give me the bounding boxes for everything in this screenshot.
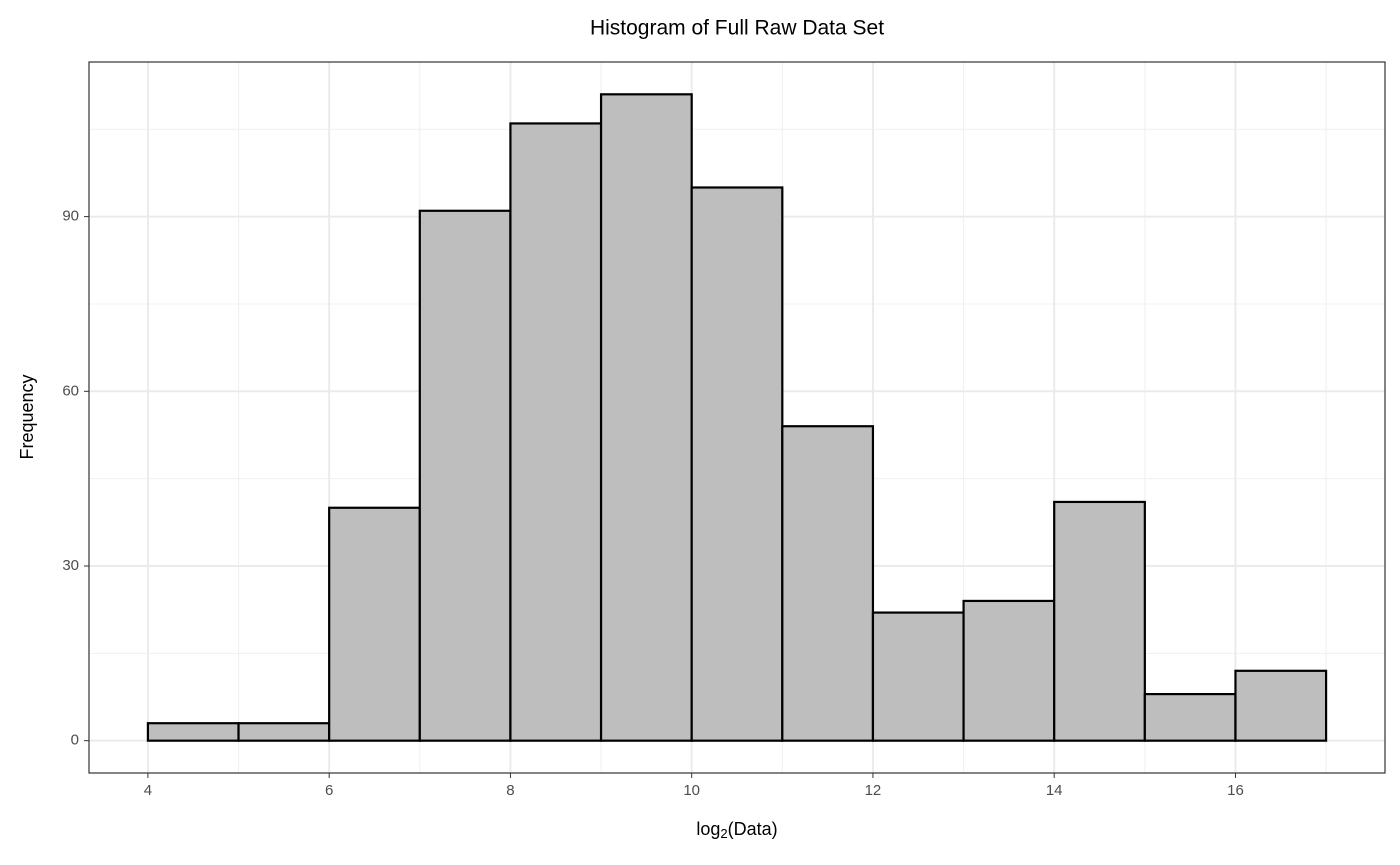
x-tick-label: 10 — [683, 782, 700, 799]
y-tick-label: 90 — [62, 208, 79, 225]
bar — [509, 122, 603, 742]
bar — [1053, 500, 1146, 742]
x-tick-label: 4 — [144, 782, 152, 799]
bar — [1234, 669, 1328, 742]
x-tick-label: 14 — [1046, 782, 1063, 799]
bar — [599, 93, 693, 742]
x-tick-label: 8 — [506, 782, 514, 799]
x-tick-label: 16 — [1227, 782, 1244, 799]
bar — [328, 506, 421, 742]
x-label-subscript: 2 — [720, 826, 727, 841]
plot-border — [88, 61, 1386, 774]
bar — [781, 425, 875, 742]
y-tick-label: 0 — [71, 732, 79, 749]
bar — [690, 186, 784, 742]
x-tick-label: 6 — [325, 782, 333, 799]
bar — [418, 209, 512, 742]
bar — [146, 722, 240, 742]
x-label-part: (Data) — [728, 819, 778, 839]
bar — [237, 722, 331, 742]
x-label-part: log — [696, 819, 720, 839]
y-axis-label: Frequency — [17, 374, 37, 459]
x-tick-label: 12 — [865, 782, 882, 799]
y-tick-label: 60 — [62, 382, 79, 399]
x-axis-label: log2(Data) — [696, 819, 777, 842]
chart-title: Histogram of Full Raw Data Set — [590, 17, 884, 40]
bar — [1143, 692, 1237, 742]
bar — [871, 611, 965, 742]
bar — [962, 599, 1056, 742]
y-tick-label: 30 — [62, 557, 79, 574]
